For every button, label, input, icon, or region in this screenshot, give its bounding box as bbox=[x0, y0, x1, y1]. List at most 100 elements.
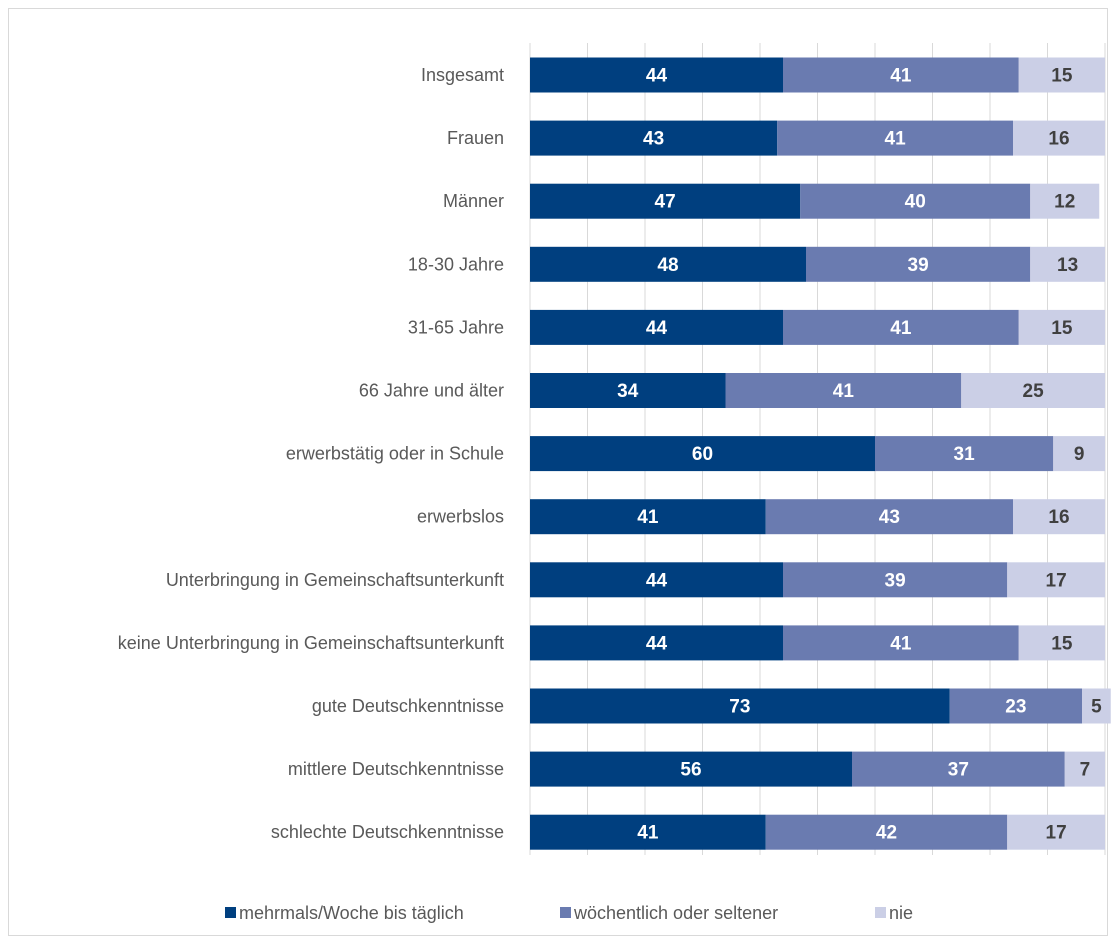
bar-segment bbox=[949, 688, 1082, 724]
category-label: 66 Jahre und älter bbox=[359, 381, 504, 401]
bar-segment bbox=[1018, 625, 1105, 661]
bar-segment bbox=[530, 120, 778, 156]
data-label: 25 bbox=[1023, 381, 1045, 402]
data-label: 60 bbox=[692, 444, 713, 465]
data-label: 43 bbox=[643, 129, 664, 150]
bar-segment bbox=[1013, 499, 1105, 535]
bar-segment bbox=[806, 246, 1031, 282]
data-label: 47 bbox=[655, 192, 676, 213]
bar-segment bbox=[777, 120, 1013, 156]
category-label: Unterbringung in Gemeinschaftsunterkunft bbox=[166, 570, 504, 590]
legend-label: mehrmals/Woche bis täglich bbox=[239, 903, 464, 923]
data-label: 16 bbox=[1048, 507, 1069, 528]
bar-segment bbox=[530, 814, 766, 850]
data-label: 12 bbox=[1054, 192, 1075, 213]
bar-segment bbox=[1030, 183, 1100, 219]
category-label: mittlere Deutschkenntnisse bbox=[288, 759, 504, 779]
bar-segment bbox=[961, 373, 1105, 408]
data-label: 17 bbox=[1046, 823, 1067, 844]
bar-segment bbox=[852, 751, 1065, 787]
bar-segment bbox=[530, 562, 783, 598]
bar-segment bbox=[800, 183, 1031, 219]
legend-swatch bbox=[225, 907, 236, 918]
category-label: 18-30 Jahre bbox=[408, 254, 504, 274]
data-label: 39 bbox=[885, 570, 906, 591]
category-label: erwerbstätig oder in Schule bbox=[286, 444, 504, 464]
bar-segment bbox=[725, 373, 962, 408]
bar-segment bbox=[1007, 562, 1105, 598]
data-label: 5 bbox=[1091, 697, 1102, 718]
category-label: keine Unterbringung in Gemeinschaftsunte… bbox=[118, 633, 504, 653]
bar-segment bbox=[1018, 309, 1105, 345]
bar-segment bbox=[530, 499, 766, 535]
data-label: 44 bbox=[646, 633, 668, 654]
data-label: 44 bbox=[646, 66, 668, 87]
category-label: erwerbslos bbox=[417, 507, 504, 527]
data-label: 41 bbox=[637, 507, 659, 528]
category-label: schlechte Deutschkenntnisse bbox=[271, 822, 504, 842]
bar-segment bbox=[765, 499, 1013, 535]
bar-segment bbox=[1053, 436, 1105, 472]
category-label: Frauen bbox=[447, 128, 504, 148]
data-label: 41 bbox=[637, 823, 659, 844]
data-label: 37 bbox=[948, 760, 969, 781]
data-label: 31 bbox=[954, 444, 976, 465]
data-label: 40 bbox=[905, 192, 926, 213]
bar-segment bbox=[530, 57, 783, 93]
data-label: 15 bbox=[1051, 318, 1073, 339]
category-label: Insgesamt bbox=[421, 65, 504, 85]
legend-swatch bbox=[560, 907, 571, 918]
data-label: 73 bbox=[729, 697, 750, 718]
bar-segment bbox=[530, 183, 801, 219]
data-label: 44 bbox=[646, 570, 668, 591]
bar-segment bbox=[530, 688, 950, 724]
data-label: 41 bbox=[833, 381, 855, 402]
bar-segment bbox=[783, 57, 1019, 93]
bar-segment bbox=[875, 436, 1054, 472]
legend-swatch bbox=[875, 907, 886, 918]
data-label: 41 bbox=[890, 633, 912, 654]
bar-segment bbox=[783, 625, 1019, 661]
data-label: 15 bbox=[1051, 66, 1073, 87]
bar-segment bbox=[1030, 246, 1105, 282]
bar-segment bbox=[530, 751, 852, 787]
legend-label: wöchentlich oder seltener bbox=[573, 903, 778, 923]
data-label: 17 bbox=[1046, 570, 1067, 591]
bar-segment bbox=[783, 562, 1008, 598]
bar-segment bbox=[530, 309, 783, 345]
bar-segment bbox=[783, 309, 1019, 345]
data-label: 16 bbox=[1048, 129, 1069, 150]
data-label: 15 bbox=[1051, 633, 1073, 654]
data-label: 41 bbox=[890, 66, 912, 87]
bar-segment bbox=[1082, 688, 1111, 724]
legend-label: nie bbox=[889, 903, 913, 923]
data-label: 41 bbox=[890, 318, 912, 339]
bar-segment bbox=[530, 436, 875, 472]
category-label: Männer bbox=[443, 191, 504, 211]
data-label: 7 bbox=[1080, 760, 1091, 781]
data-label: 42 bbox=[876, 823, 897, 844]
bar-segment bbox=[1064, 751, 1105, 787]
data-label: 44 bbox=[646, 318, 668, 339]
data-label: 9 bbox=[1074, 444, 1085, 465]
bar-segment bbox=[1013, 120, 1105, 156]
category-labels: Insgesamt Frauen Männer 18-30 Jahre 31-65 Ja… bbox=[118, 65, 504, 842]
data-label: 23 bbox=[1005, 697, 1026, 718]
bar-segment bbox=[1018, 57, 1105, 93]
data-label: 34 bbox=[617, 381, 639, 402]
data-label: 39 bbox=[908, 255, 929, 276]
data-label: 48 bbox=[657, 255, 678, 276]
legend: mehrmals/Woche bis täglich wöchentlich od… bbox=[225, 903, 913, 923]
data-label: 56 bbox=[680, 760, 701, 781]
category-label: 31-65 Jahre bbox=[408, 317, 504, 337]
bars: 44 41 15 43 41 16 47 40 12 48 39 13 44 41 15 34 41 25 60 31… bbox=[530, 57, 1111, 850]
data-label: 13 bbox=[1057, 255, 1078, 276]
bar-segment bbox=[530, 373, 726, 408]
category-label: gute Deutschkenntnisse bbox=[312, 696, 504, 716]
bar-segment bbox=[1007, 814, 1105, 850]
data-label: 43 bbox=[879, 507, 900, 528]
data-label: 41 bbox=[885, 129, 907, 150]
bar-segment bbox=[530, 625, 783, 661]
bar-segment bbox=[530, 246, 806, 282]
